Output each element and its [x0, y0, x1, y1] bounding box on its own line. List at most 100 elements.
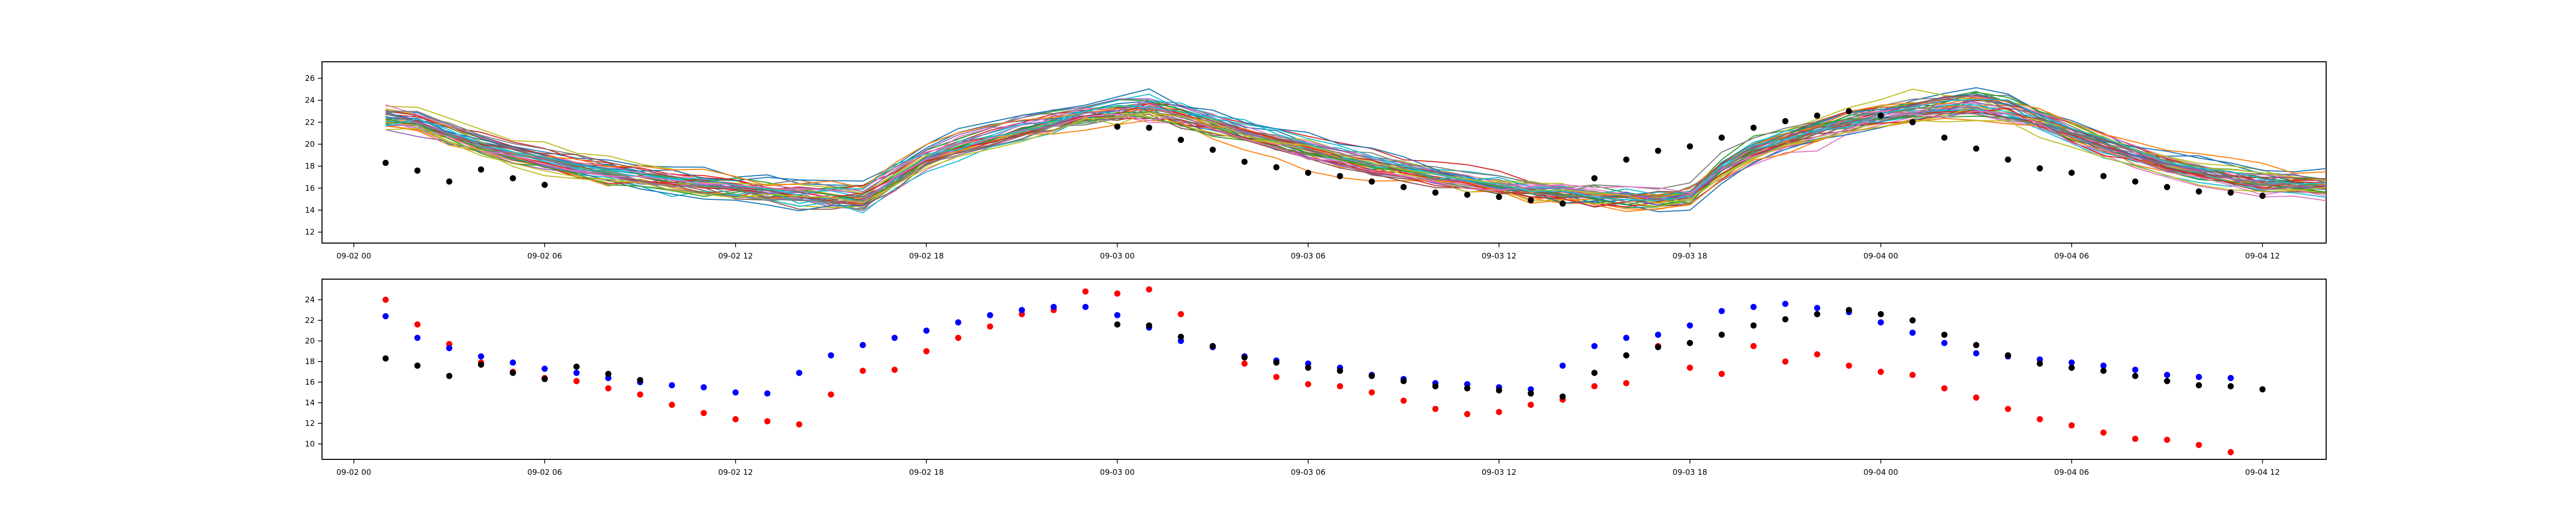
data-point: [1941, 332, 1947, 338]
bottom-panel-scatter-plot: 10 12 14 16 18 20 22 24 09-02 00 09-02 06 09-02 12…: [305, 279, 2327, 477]
data-point: [987, 312, 993, 318]
data-point: [891, 335, 898, 341]
x-tick-label: 09-03 00: [1100, 468, 1134, 477]
x-tick-label: 09-04 00: [1863, 251, 1898, 261]
data-point: [2164, 184, 2171, 191]
data-point: [1432, 406, 1439, 412]
data-point: [1941, 340, 1947, 346]
data-point: [1845, 363, 1852, 369]
data-point: [1019, 307, 1025, 313]
y-tick-label: 22: [305, 316, 315, 325]
y-tick-label: 22: [305, 117, 315, 127]
data-point: [510, 175, 516, 182]
data-point: [1845, 108, 1852, 114]
data-point: [1750, 304, 1757, 310]
data-point: [1082, 304, 1089, 310]
x-tick-label: 09-04 06: [2054, 468, 2089, 477]
data-point: [2196, 188, 2202, 195]
y-tick-label: 14: [305, 205, 315, 215]
data-point: [1941, 134, 1947, 141]
x-tick-label: 09-03 12: [1482, 468, 1516, 477]
data-point: [1241, 354, 1248, 360]
data-point: [859, 368, 866, 374]
data-point: [796, 370, 803, 376]
plot-area: [382, 286, 2266, 455]
data-point: [827, 391, 834, 398]
data-point: [1814, 351, 1821, 357]
data-point: [1655, 344, 1662, 350]
data-point: [1305, 365, 1312, 371]
y-tick-label: 16: [305, 183, 315, 193]
data-point: [510, 370, 516, 376]
data-point: [1114, 123, 1121, 130]
ensemble-member-line: [385, 95, 2326, 207]
data-point: [1814, 311, 1821, 317]
x-tick-label: 09-04 06: [2054, 251, 2089, 261]
x-tick-label: 09-02 00: [336, 468, 371, 477]
data-point: [605, 385, 612, 391]
data-point: [1909, 119, 1916, 126]
data-point: [1400, 378, 1407, 384]
data-point: [2227, 383, 2234, 389]
data-point: [1209, 146, 1216, 153]
data-point: [1528, 390, 1534, 397]
data-point: [1496, 387, 1502, 393]
data-point: [1400, 398, 1407, 404]
x-tick-label: 09-03 00: [1100, 251, 1134, 261]
data-point: [382, 297, 389, 303]
data-point: [1973, 394, 1979, 401]
data-point: [1464, 385, 1470, 391]
x-tick-label: 09-03 06: [1291, 251, 1325, 261]
data-point: [2196, 442, 2202, 448]
data-point: [2100, 430, 2107, 436]
data-point: [1209, 343, 1216, 349]
data-point: [2227, 449, 2234, 455]
data-point: [1750, 125, 1757, 131]
y-tick-label: 20: [305, 336, 315, 346]
data-point: [859, 342, 866, 348]
data-point: [2100, 368, 2107, 374]
data-point: [1368, 373, 1375, 379]
x-tick-label: 09-04 12: [2245, 468, 2280, 477]
data-point: [1368, 178, 1375, 185]
data-point: [1623, 335, 1630, 341]
data-point: [1146, 286, 1153, 293]
ensemble-member-line: [385, 112, 2326, 204]
top-panel-ensemble-plot: 12 14 16 18 20 22 24 26 09-02 00 09-02 06 09-02 12…: [305, 61, 2327, 261]
x-tick-label: 09-02 18: [909, 468, 943, 477]
x-tick-label: 09-02 18: [909, 251, 943, 261]
data-point: [637, 391, 643, 398]
data-point: [1114, 321, 1121, 328]
data-point: [955, 319, 961, 325]
data-point: [1528, 197, 1534, 203]
data-point: [1560, 363, 1566, 369]
data-point: [1241, 159, 1248, 165]
data-point: [510, 359, 516, 366]
data-point: [2164, 372, 2171, 378]
data-point: [2227, 189, 2234, 196]
data-point: [541, 376, 548, 382]
data-point: [1273, 359, 1280, 366]
axes-frame: [321, 279, 2327, 460]
ensemble-member-line: [385, 93, 2326, 198]
data-point: [1909, 372, 1916, 378]
data-point: [669, 382, 675, 388]
x-tick-label: 09-04 00: [1863, 468, 1898, 477]
data-point: [1687, 365, 1693, 371]
data-point: [1591, 175, 1598, 182]
data-point: [1655, 147, 1662, 154]
ensemble-member-line: [385, 94, 2326, 207]
y-tick-label: 14: [305, 398, 315, 407]
data-point: [1782, 316, 1789, 322]
data-point: [1432, 383, 1439, 389]
data-point: [1400, 184, 1407, 191]
data-point: [1718, 371, 1725, 377]
data-point: [478, 353, 484, 359]
data-point: [1973, 145, 1979, 152]
data-point: [2259, 386, 2266, 392]
data-point: [1528, 402, 1534, 408]
data-point: [1146, 125, 1153, 131]
data-point: [1782, 118, 1789, 125]
data-point: [446, 373, 452, 379]
data-point: [1464, 411, 1470, 417]
